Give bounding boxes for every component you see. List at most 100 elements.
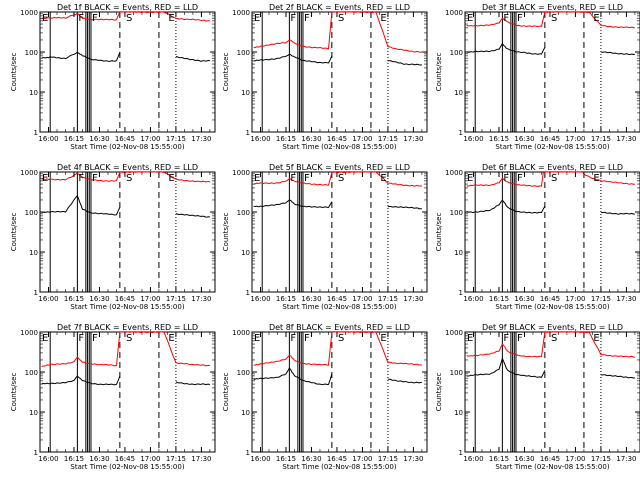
y-tick-label: 10 (454, 249, 463, 257)
interval-marker-f: F (503, 13, 509, 24)
series-line-lld (466, 332, 635, 358)
y-tick-label: 1000 (445, 329, 463, 337)
x-tick-label: 17:30 (616, 295, 636, 303)
y-tick-label: 10 (241, 89, 250, 97)
x-tick-label: 17:15 (166, 135, 186, 143)
x-tick-label: 16:45 (540, 455, 560, 463)
x-tick-label: 17:30 (616, 135, 636, 143)
y-axis-label: Counts/sec (222, 53, 230, 92)
x-tick-label: 16:00 (463, 455, 483, 463)
y-tick-label: 10 (29, 249, 38, 257)
y-tick-label: 1000 (232, 169, 250, 177)
series-line-lld (41, 12, 210, 22)
x-tick-label: 16:00 (250, 295, 270, 303)
x-tick-label: 17:00 (352, 455, 372, 463)
interval-marker-e: E (467, 173, 473, 184)
x-tick-label: 16:00 (38, 455, 58, 463)
y-tick-label: 1 (34, 449, 38, 457)
x-tick-label: 16:15 (489, 295, 509, 303)
series-line-events (387, 205, 422, 210)
plot-frame (39, 171, 216, 293)
plot-frame (39, 331, 216, 453)
panel-title: Det 7f BLACK = Events, RED = LLD (57, 323, 198, 332)
interval-marker-f: F (304, 13, 310, 24)
y-tick-label: 10 (454, 409, 463, 417)
x-axis-label: Start Time (02-Nov-08 15:55:00) (495, 303, 609, 311)
x-tick-label: 17:30 (403, 455, 423, 463)
y-axis-label: Counts/sec (435, 213, 443, 252)
interval-marker-e: E (380, 333, 386, 344)
x-tick-label: 16:30 (301, 455, 321, 463)
x-axis-label: Start Time (02-Nov-08 15:55:00) (495, 143, 609, 151)
y-tick-label: 100 (25, 209, 38, 217)
panel-title: Det 4f BLACK = Events, RED = LLD (57, 163, 198, 172)
interval-marker-f: F (517, 13, 523, 24)
panel-title: Det 5f BLACK = Events, RED = LLD (269, 163, 410, 172)
interval-marker-s: S (126, 333, 132, 344)
plot-frame (464, 11, 640, 133)
series-line-events (466, 42, 546, 55)
interval-marker-e: E (467, 333, 473, 344)
series-line-events (387, 60, 422, 66)
plot-frame (251, 331, 428, 453)
series-line-events (466, 199, 546, 214)
y-tick-label: 1000 (232, 329, 250, 337)
series-line-events (253, 367, 333, 386)
x-tick-label: 16:00 (38, 135, 58, 143)
y-tick-label: 10 (29, 89, 38, 97)
y-tick-label: 10 (241, 409, 250, 417)
y-tick-label: 1 (34, 129, 38, 137)
y-axis-label: Counts/sec (435, 373, 443, 412)
interval-marker-e: E (168, 13, 174, 24)
y-tick-label: 10 (29, 409, 38, 417)
interval-marker-f: F (92, 173, 98, 184)
y-tick-label: 100 (25, 369, 38, 377)
panel-title: Det 8f BLACK = Events, RED = LLD (269, 323, 410, 332)
x-tick-label: 16:15 (276, 455, 296, 463)
series-line-lld (41, 172, 211, 183)
series-line-lld (466, 12, 636, 29)
x-axis-label: Start Time (02-Nov-08 15:55:00) (282, 143, 396, 151)
series-line-events (253, 53, 333, 64)
x-tick-label: 16:30 (89, 455, 109, 463)
x-tick-label: 16:15 (489, 455, 509, 463)
interval-marker-f: F (78, 173, 84, 184)
interval-marker-e: E (42, 13, 48, 24)
x-axis-label: Start Time (02-Nov-08 15:55:00) (282, 303, 396, 311)
x-axis-label: Start Time (02-Nov-08 15:55:00) (282, 463, 396, 471)
x-tick-label: 17:30 (403, 295, 423, 303)
interval-marker-f: F (290, 173, 296, 184)
x-tick-label: 17:00 (565, 135, 585, 143)
x-tick-label: 17:15 (378, 295, 398, 303)
y-axis-label: Counts/sec (10, 53, 18, 92)
y-axis-label: Counts/sec (222, 373, 230, 412)
interval-marker-e: E (467, 13, 473, 24)
y-tick-label: 100 (237, 369, 250, 377)
plot-frame (39, 11, 216, 133)
x-tick-label: 17:00 (565, 295, 585, 303)
interval-marker-e: E (254, 333, 260, 344)
y-tick-label: 1000 (232, 9, 250, 17)
series-line-lld (41, 332, 210, 368)
y-tick-label: 100 (450, 209, 463, 217)
interval-marker-e: E (42, 333, 48, 344)
y-tick-label: 100 (25, 49, 38, 57)
y-tick-label: 1000 (445, 169, 463, 177)
y-tick-label: 1 (246, 129, 250, 137)
x-tick-label: 16:30 (89, 295, 109, 303)
series-line-events (175, 213, 210, 218)
interval-marker-f: F (304, 333, 310, 344)
interval-marker-e: E (380, 13, 386, 24)
plot-frame (251, 171, 428, 293)
x-tick-label: 16:00 (250, 455, 270, 463)
panel-title: Det 1f BLACK = Events, RED = LLD (57, 3, 198, 12)
